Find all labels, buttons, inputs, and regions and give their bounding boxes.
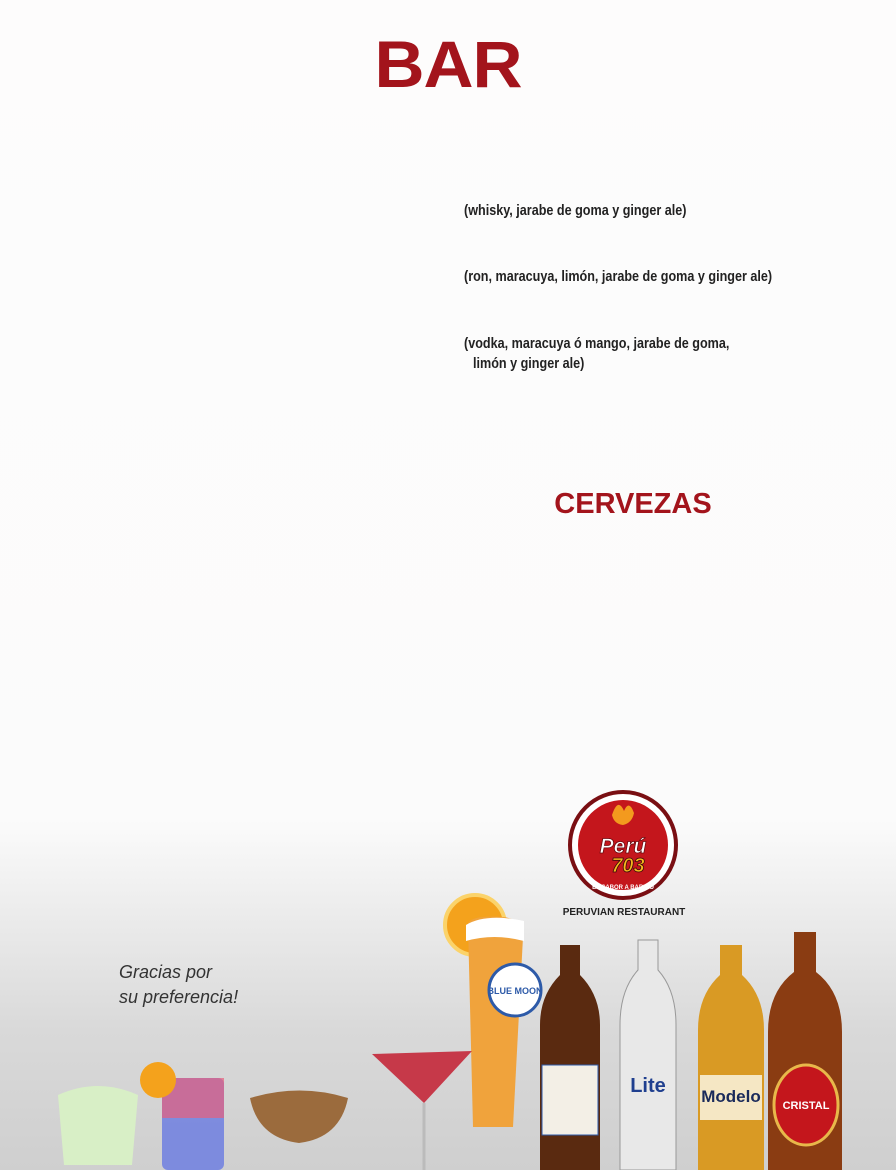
- thanks-line: su preferencia!: [119, 987, 239, 1007]
- logo: Perú 703 EL SABOR A BARRIO PERUVIAN REST…: [563, 790, 686, 918]
- thanks-note: Gracias por su preferencia!: [119, 960, 238, 1010]
- logo-slogan: EL SABOR A BARRIO: [592, 885, 654, 891]
- logo-caption: PERUVIAN RESTAURANT: [563, 907, 686, 918]
- thanks-line: Gracias por: [119, 962, 213, 982]
- logo-name: Perú: [600, 835, 647, 858]
- bottle-label: Lite: [630, 1075, 666, 1097]
- item-description: limón y ginger ale): [473, 355, 585, 372]
- title: BAR: [374, 27, 523, 101]
- item-description: (vodka, maracuya ó mango, jarabe de goma…: [464, 335, 730, 352]
- logo-number: 703: [611, 855, 644, 877]
- item-description: (ron, maracuya, limón, jarabe de goma y …: [464, 268, 773, 285]
- bottle-label: BLUE MOON: [488, 986, 543, 996]
- bottle-label: Modelo: [701, 1087, 761, 1106]
- section-title: CERVEZAS: [554, 488, 712, 520]
- drinks-photo: BLUE MOON Lite Modelo CRISTAL: [58, 893, 842, 1170]
- bottle-label: CRISTAL: [783, 1100, 830, 1112]
- item-description: (whisky, jarabe de goma y ginger ale): [464, 202, 687, 219]
